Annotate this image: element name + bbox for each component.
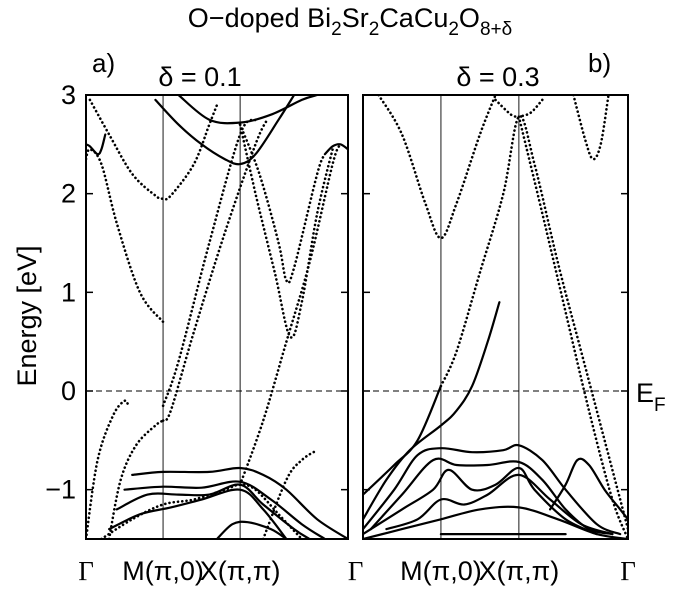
band-9 [363,443,622,536]
title-subscript: 2 [448,19,459,40]
panel-a-subtitle: δ = 0.1 [158,62,241,92]
y-axis-label: Energy [eV] [12,245,42,386]
title-subscript: 2 [331,19,342,40]
x-tick-label: Γ [348,556,364,586]
y-tick-label: 3 [61,80,76,110]
band-4 [572,95,610,161]
band-10 [261,448,319,539]
band-16 [123,480,326,539]
panel-b: M(π,0)X(π,π) Γ [362,94,636,586]
band-5 [494,98,521,118]
y-tick-label: 1 [61,277,76,307]
x-tick-label: M(π,0) [400,556,482,586]
bands-group [363,95,628,539]
title-segment: O [459,3,480,33]
band-5 [88,98,219,201]
band-15 [131,466,348,539]
panel-b-label: b) [588,48,611,78]
band-12 [177,95,319,125]
panel-frame [85,94,349,540]
band-11 [154,95,296,166]
band-2 [439,115,628,531]
panel-a: −1 0 1 2 3 Γ M(π,0)X(π,π) Γ [45,80,363,586]
band-19 [100,483,304,539]
title-segment: Sr [342,3,369,33]
band-8 [238,123,334,339]
band-6 [86,148,165,324]
band-12 [385,473,614,536]
band-9 [238,143,342,486]
band-4 [161,118,257,408]
panel-a-label: a) [92,48,115,78]
band-1 [86,399,130,539]
panel-b-subtitle: δ = 0.3 [456,62,539,92]
band-8 [363,301,501,521]
x-tick-label: Γ [78,556,94,586]
x-tick-label: X(π,π) [479,556,560,586]
title-subscript: 2 [369,19,380,40]
band-6 [517,98,544,118]
band-13 [86,133,107,156]
band-2 [107,419,165,539]
band-20 [215,520,288,539]
figure-title: O−doped Bi2Sr2CaCu2O8+δ [188,3,512,40]
bands-group [86,95,348,539]
band-3 [161,118,269,422]
title-segment: O−doped Bi [188,3,331,33]
band-14 [549,457,628,521]
band-1 [377,95,497,240]
title-subscript: 8+δ [480,19,512,40]
y-tick-label: 0 [61,376,76,406]
fermi-level-label: EF [636,378,666,416]
x-tick-label: Γ [620,556,636,586]
band-7 [238,123,327,285]
band-11 [363,466,598,536]
x-tick-label: X(π,π) [200,556,281,586]
band-13 [363,505,628,539]
band-14 [323,143,348,156]
y-tick-label: 2 [61,179,76,209]
x-tick-label: M(π,0) [122,556,204,586]
band-3 [517,115,628,539]
panel-frame [362,94,629,540]
band-18 [108,488,288,539]
title-segment: CaCu [379,3,448,33]
y-tick-label: −1 [45,475,76,505]
